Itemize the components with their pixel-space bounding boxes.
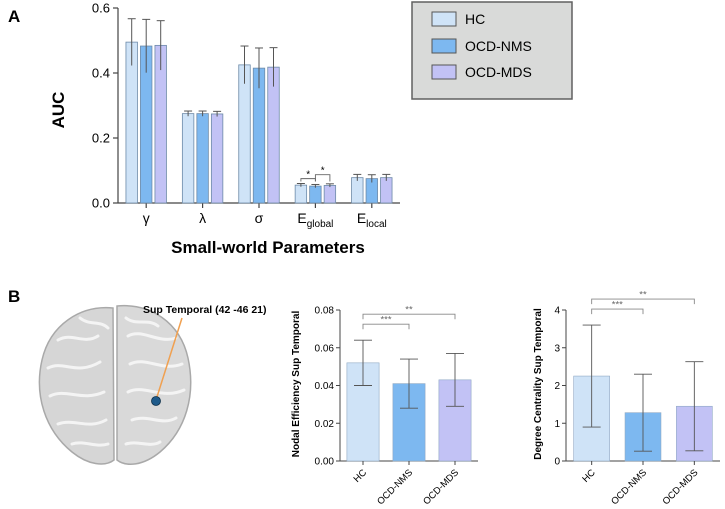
chart-a-significance-bracket [314,174,331,182]
chart-a-y-tick-label: 0.0 [92,196,110,211]
chart-a-bar [181,113,195,204]
chart-b1-y-tick-label: 0.06 [315,343,335,354]
chart-a-significance-label: * [321,166,325,177]
chart-b1-significance-label: *** [380,315,391,326]
annotation-pointer-line [155,317,183,401]
chart-b2-x-tick-label: OCD-NMS [609,467,649,507]
chart-a-bar [323,185,337,204]
chart-a-y-axis-label: AUC [49,92,68,129]
chart-b2-y-tick-label: 4 [554,306,560,317]
chart-b1-y-tick-label: 0.08 [315,306,335,317]
chart-b1-y-tick-label: 0.02 [315,419,335,430]
chart-b2-y-tick-label: 1 [554,419,560,430]
chart-b2-significance-label: *** [612,300,623,311]
chart-a-x-tick-label: γ [143,210,150,226]
chart-degree-centrality: Degree Centrality Sup Temporal 0 1 2 3 4 HC OC… [533,290,720,507]
chart-a-bar [238,64,251,204]
chart-b2-significance-bracket [591,308,644,315]
chart-b1-significance-bracket [362,313,456,320]
brain-right-hemisphere [116,304,192,465]
chart-a-y-tick-label: 0.4 [92,66,110,81]
chart-a-bar [196,113,209,204]
chart-a-bar [125,41,138,204]
brain-gyri [46,316,186,447]
brain-illustration: Sup Temporal (42 -46 21) [38,304,267,465]
legend-label-ocd-nms: OCD-NMS [465,38,532,54]
chart-a-bar [380,177,393,204]
chart-b1-y-axis-label: Nodal Efficiency Sup Temporal [291,311,302,458]
chart-b1-y-tick-label: 0.00 [315,457,335,468]
legend-label-ocd-mds: OCD-MDS [465,64,532,80]
panel-label-a: A [8,7,20,26]
chart-b1-x-tick-label: OCD-NMS [375,467,415,507]
chart-a-x-tick-subscript: local [366,219,387,230]
legend-swatch-ocd-nms [431,38,457,54]
chart-a-x-tick-label: λ [199,210,206,226]
chart-b2-y-tick-label: 3 [554,343,560,354]
legend-label-hc: HC [465,11,485,27]
chart-b1-x-tick-label: HC [352,467,370,485]
chart-a-bar [252,67,266,204]
chart-b1-x-tick-label: OCD-MDS [421,467,461,507]
chart-a-x-tick-subscript: global [307,219,334,230]
chart-a-bar [351,177,364,204]
chart-small-world-auc: AUC Small-world Parameters 0.0 0.2 0.4 0.6 γ… [49,1,400,257]
chart-a-x-tick-label: σ [255,210,264,226]
chart-b2-x-tick-label: OCD-MDS [661,467,701,507]
chart-a-bar [309,185,322,204]
chart-a-bar [294,184,308,204]
chart-b2-x-tick-label: HC [580,467,598,485]
chart-nodal-efficiency: Nodal Efficiency Sup Temporal 0.00 0.02 0.… [291,305,478,507]
chart-a-x-axis-label: Small-world Parameters [171,238,365,257]
chart-b1-significance-label: ** [405,305,413,316]
chart-b2-y-tick-label: 2 [554,381,560,392]
brain-annotation-label: Sup Temporal (42 -46 21) [143,304,267,316]
legend: HC OCD-NMS OCD-MDS [411,1,573,100]
chart-a-significance-label: * [306,170,310,181]
chart-b1-y-tick-label: 0.04 [315,381,335,392]
chart-b1-significance-bracket [362,323,410,330]
chart-b2-y-axis-label: Degree Centrality Sup Temporal [533,308,544,460]
chart-a-y-tick-label: 0.6 [92,1,110,16]
brain-left-hemisphere [38,306,115,465]
legend-swatch-ocd-mds [431,64,457,80]
chart-a-y-tick-label: 0.2 [92,131,110,146]
panel-label-b: B [8,287,20,306]
chart-b2-significance-label: ** [639,290,647,301]
chart-a-bar [267,66,280,204]
legend-swatch-hc [431,11,457,27]
chart-b2-significance-bracket [591,298,695,305]
sup-temporal-node [151,396,161,406]
chart-b2-y-tick-label: 0 [554,457,560,468]
chart-a-bar [210,113,224,204]
chart-a-x-tick-label: Eglobal [297,210,333,230]
chart-a-x-tick-label: Elocal [357,210,387,230]
